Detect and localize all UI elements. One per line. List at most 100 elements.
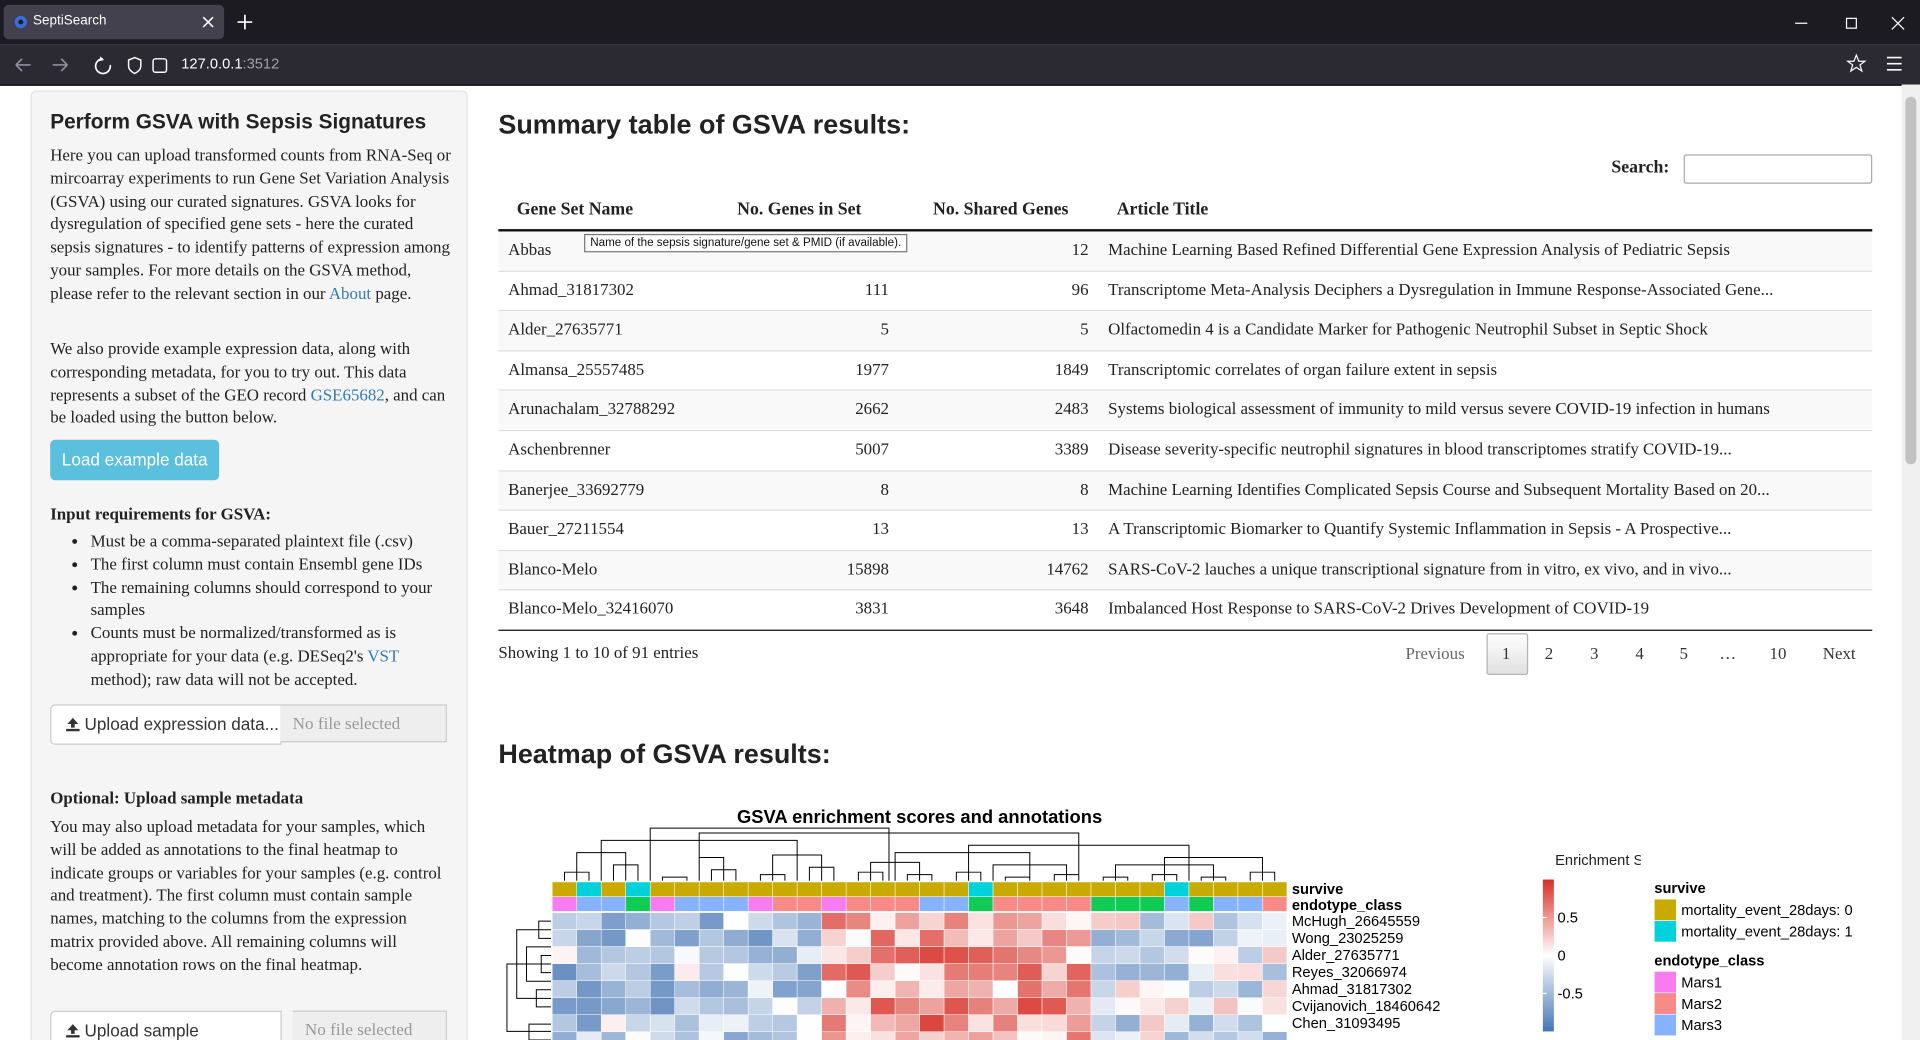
annotation-cell bbox=[1090, 896, 1116, 912]
heatmap-cell bbox=[772, 963, 798, 981]
heatmap-cell bbox=[552, 912, 577, 930]
heatmap-cell bbox=[600, 929, 626, 947]
heatmap-cell bbox=[723, 912, 749, 930]
load-example-button[interactable]: Load example data bbox=[50, 439, 220, 481]
genes-in-set: 2662 bbox=[855, 399, 889, 419]
page-button[interactable]: 5 bbox=[1679, 644, 1688, 663]
legend-label: Mars2 bbox=[1681, 997, 1722, 1013]
page-current[interactable]: 1 bbox=[1501, 644, 1511, 663]
heatmap-cell bbox=[674, 1014, 700, 1033]
list-item: Must be a comma-separated plaintext file… bbox=[91, 530, 452, 553]
genes-in-set: 15898 bbox=[846, 559, 889, 578]
scrollbar-thumb[interactable] bbox=[1905, 96, 1917, 465]
shared-genes: 96 bbox=[1071, 280, 1089, 299]
shared-genes: 14762 bbox=[1046, 559, 1089, 578]
about-link[interactable]: About bbox=[328, 283, 372, 303]
heatmap-cell bbox=[576, 912, 602, 930]
nav-buttons[interactable] bbox=[12, 54, 183, 76]
table-row[interactable]: Ahmad_31817302 111 96 Transcriptome Meta-An… bbox=[498, 271, 1873, 312]
heatmap-cell bbox=[1237, 1031, 1263, 1040]
table-row[interactable]: Almansa_25557485 1977 1849 Transcriptomic c… bbox=[498, 351, 1873, 392]
annotation-cell bbox=[968, 896, 994, 912]
shared-genes: 8 bbox=[1080, 479, 1089, 499]
heatmap-cell bbox=[870, 997, 896, 1016]
heatmap-cell bbox=[1066, 929, 1092, 947]
upload-metadata-button[interactable]: Upload sample metadata... bbox=[50, 1010, 282, 1040]
page-button[interactable]: Next bbox=[1822, 644, 1856, 663]
table-row[interactable]: Aschenbrenner 5007 3389 Disease severity-sp… bbox=[498, 431, 1873, 472]
annotation-cell bbox=[821, 881, 847, 897]
table-row[interactable]: Blanco-Melo_32416070 3831 3648 Imbalanced H… bbox=[498, 590, 1873, 631]
heatmap-cell bbox=[1017, 1031, 1043, 1040]
toolbar-icons[interactable] bbox=[1846, 53, 1908, 74]
page-button[interactable]: 2 bbox=[1544, 644, 1554, 663]
annotation-cell bbox=[1164, 896, 1190, 912]
page-button[interactable]: 4 bbox=[1635, 644, 1644, 663]
heatmap-cell bbox=[919, 1031, 945, 1040]
column-header[interactable]: Article Title bbox=[1116, 199, 1209, 220]
table-row[interactable]: Alder_27635771 5 5 Olfactomedin 4 is a Cand… bbox=[498, 311, 1873, 352]
heatmap-cell bbox=[992, 912, 1018, 930]
article-title: Systems biological assessment of immunit… bbox=[1108, 399, 1770, 419]
heatmap-cell bbox=[943, 946, 969, 964]
search-input[interactable] bbox=[1683, 154, 1873, 184]
heatmap-cell bbox=[1115, 912, 1141, 930]
browser-tab[interactable]: SeptiSearch bbox=[3, 4, 225, 40]
geo-link[interactable]: GSE65682 bbox=[310, 385, 385, 404]
list: Must be a comma-separated plaintext file… bbox=[50, 530, 452, 691]
text: method); raw data will not be accepted. bbox=[90, 669, 358, 689]
legend-swatch bbox=[1653, 971, 1677, 994]
tab-close[interactable] bbox=[201, 15, 216, 30]
heatmap-cell bbox=[894, 912, 920, 930]
annotation-cell bbox=[894, 896, 920, 912]
heatmap-cell bbox=[772, 912, 798, 930]
upload-expression-button[interactable]: Upload expression data... bbox=[50, 704, 282, 745]
annotation-cell bbox=[943, 896, 969, 912]
vst-link[interactable]: VST bbox=[367, 646, 399, 666]
annotation-cell bbox=[796, 881, 822, 897]
legend-swatch bbox=[1653, 898, 1677, 921]
annotation-cell bbox=[1115, 896, 1141, 912]
table-row[interactable]: Blanco-Melo 15898 14762 SARS-CoV-2 lauches … bbox=[498, 550, 1873, 591]
heatmap-cell bbox=[1090, 1014, 1116, 1033]
summary-table: Gene Set Name No. Genes in Set No. Shared … bbox=[498, 190, 1873, 631]
page-button[interactable]: … bbox=[1719, 644, 1737, 663]
url[interactable]: 127.0.0.1:3512 bbox=[181, 55, 279, 72]
heatmap-cell bbox=[674, 963, 700, 981]
genes-in-set: 5007 bbox=[855, 439, 889, 459]
annotation-cell bbox=[576, 896, 602, 912]
heatmap-cell bbox=[600, 912, 626, 930]
heatmap-cell bbox=[968, 1014, 994, 1033]
window-controls[interactable] bbox=[1793, 15, 1915, 32]
page-button[interactable]: 10 bbox=[1769, 644, 1787, 663]
column-header[interactable]: Gene Set Name bbox=[516, 199, 634, 220]
heatmap-cell bbox=[576, 929, 602, 947]
scrollbar[interactable] bbox=[1901, 84, 1920, 1040]
heatmap-cell bbox=[1237, 997, 1263, 1016]
heatmap-cell bbox=[1115, 997, 1141, 1016]
table-row[interactable]: Arunachalam_32788292 2662 2483 Systems biol… bbox=[498, 391, 1873, 432]
heatmap-cell bbox=[649, 912, 675, 930]
annotation-cell bbox=[845, 896, 871, 912]
annotation-cell bbox=[894, 881, 920, 897]
heatmap-cell bbox=[698, 912, 724, 930]
column-header[interactable]: No. Genes in Set bbox=[737, 199, 862, 220]
heatmap-cell bbox=[845, 1014, 871, 1033]
annotation-cell bbox=[625, 896, 651, 912]
upload-icon bbox=[66, 1024, 80, 1038]
new-tab-button[interactable] bbox=[236, 13, 253, 30]
heatmap-cell bbox=[845, 946, 871, 964]
heatmap-cell bbox=[747, 980, 773, 998]
heatmap-cell bbox=[625, 946, 651, 964]
heatmap-cell bbox=[1066, 1031, 1092, 1040]
heatmap-cell bbox=[1066, 980, 1092, 998]
genes-in-set: 8 bbox=[880, 479, 889, 499]
heatmap-cell bbox=[796, 1014, 822, 1033]
page-button[interactable]: 3 bbox=[1590, 644, 1599, 663]
heatmap-cell bbox=[870, 1031, 896, 1040]
heatmap-cell bbox=[1213, 1031, 1239, 1040]
column-header[interactable]: No. Shared Genes bbox=[933, 199, 1069, 220]
page-button[interactable]: Previous bbox=[1405, 644, 1465, 663]
table-row[interactable]: Bauer_27211554 13 13 A Transcriptomic Bioma… bbox=[498, 511, 1873, 551]
table-row[interactable]: Banerjee_33692779 8 8 Machine Learning Iden… bbox=[498, 471, 1873, 512]
